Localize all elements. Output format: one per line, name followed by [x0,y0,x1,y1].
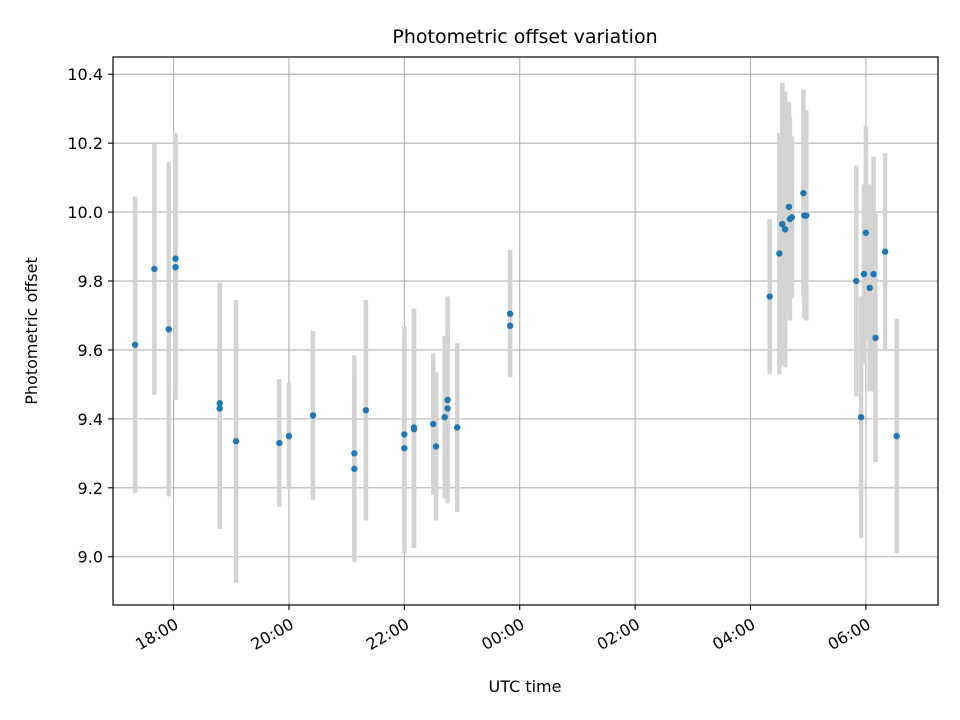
data-point [860,270,868,278]
x-axis-title: UTC time [489,677,562,696]
data-point [454,424,461,431]
y-axis-ticks: 9.0 9.2 9.4 9.6 9.8 10.0 10.2 10.4 [67,65,113,567]
data-point [766,293,773,300]
data-point [401,444,408,452]
data-point [444,396,451,404]
data-point [857,413,865,421]
data-point [429,420,437,428]
data-point [803,212,810,219]
data-point [216,400,223,407]
plot-area-frame [112,56,939,606]
data-point [151,265,158,273]
data-point [866,284,873,292]
y-tick-label: 9.4 [78,410,103,429]
data-point [776,250,783,257]
data-point [788,214,796,221]
data-point [870,270,877,278]
data-point [779,220,786,228]
data-point [172,264,179,271]
data-point [441,413,448,421]
data-point [172,255,179,262]
data-point [351,465,358,473]
data-point [131,341,139,348]
grid [113,57,938,605]
data-point [506,310,514,317]
data-point [785,203,793,211]
y-tick-label: 10.0 [67,203,103,222]
data-point [362,407,370,414]
data-point [216,405,223,412]
data-point [232,438,240,445]
data-point [444,405,451,412]
y-tick-label: 10.4 [67,65,103,84]
data-points [131,189,900,473]
data-point [506,322,514,330]
data-point [862,229,870,236]
y-tick-label: 9.8 [78,272,103,291]
data-point [309,412,317,419]
data-point [276,439,283,447]
data-point [285,432,293,440]
data-point [410,426,418,433]
data-point [401,431,408,438]
data-point [893,432,900,440]
data-point [872,334,879,342]
data-point [853,277,860,285]
y-tick-label: 9.6 [78,341,103,360]
data-point [781,226,789,233]
y-tick-label: 9.2 [78,479,103,498]
y-tick-label: 9.0 [78,548,103,567]
data-point [881,248,889,255]
chart-title: Photometric offset variation [392,26,657,48]
y-axis-title: Photometric offset [22,257,41,405]
data-point [351,450,358,457]
y-tick-label: 10.2 [67,134,103,153]
data-point [800,189,807,197]
data-point [165,326,172,333]
data-point [432,443,440,450]
